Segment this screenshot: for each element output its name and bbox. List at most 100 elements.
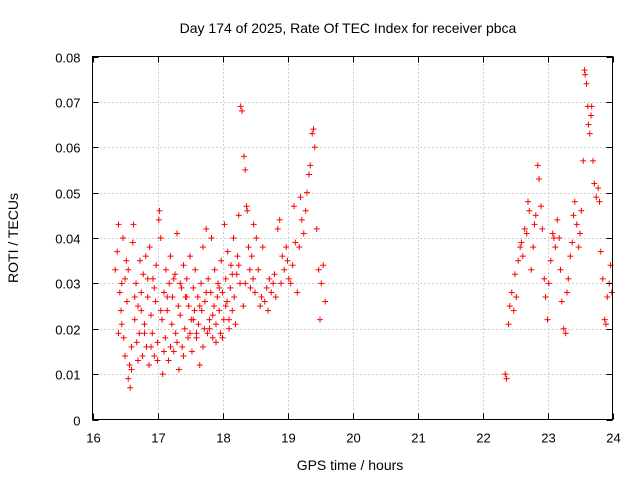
data-point <box>565 275 572 282</box>
data-point <box>322 298 329 305</box>
x-tick-label: 22 <box>476 431 490 446</box>
data-point <box>243 203 250 210</box>
data-point <box>152 298 159 305</box>
data-point <box>190 284 197 291</box>
data-point <box>284 257 291 264</box>
data-point <box>127 384 134 391</box>
data-point <box>203 289 210 296</box>
data-point <box>138 289 145 296</box>
data-point <box>224 298 231 305</box>
data-point <box>302 207 309 214</box>
data-point <box>136 257 143 264</box>
data-point <box>257 303 264 310</box>
data-point <box>518 239 525 246</box>
data-point <box>213 339 219 346</box>
data-point <box>122 352 128 359</box>
data-point <box>126 362 133 369</box>
data-point <box>211 303 218 310</box>
data-point <box>558 298 565 305</box>
data-point <box>279 253 286 260</box>
data-point <box>142 253 149 260</box>
data-point <box>156 207 163 214</box>
data-point <box>534 162 541 169</box>
data-point <box>178 284 185 291</box>
data-point <box>112 266 119 273</box>
data-point <box>235 212 242 219</box>
data-point <box>183 293 190 300</box>
data-point <box>115 221 122 228</box>
data-point <box>318 280 325 287</box>
data-point <box>320 262 327 269</box>
data-point <box>144 275 151 282</box>
data-point <box>161 289 167 296</box>
data-point <box>166 280 173 287</box>
data-point <box>242 280 249 287</box>
data-point <box>208 235 215 241</box>
data-point <box>601 316 608 323</box>
data-point <box>551 235 557 241</box>
data-point <box>519 253 526 260</box>
data-point <box>213 321 219 328</box>
data-point <box>281 266 288 273</box>
data-point <box>271 271 278 278</box>
data-point <box>222 275 229 282</box>
data-point <box>185 334 192 341</box>
data-point <box>317 316 323 323</box>
data-point <box>114 248 121 255</box>
data-point <box>285 275 292 282</box>
data-point <box>128 343 135 350</box>
data-point <box>258 293 265 300</box>
data-point <box>549 230 556 237</box>
data-point <box>298 216 305 223</box>
data-point <box>552 244 559 251</box>
data-point <box>200 343 206 350</box>
data-point <box>144 293 151 300</box>
data-point <box>129 239 136 246</box>
data-point <box>201 298 208 305</box>
data-point <box>118 280 125 287</box>
grid <box>92 56 613 420</box>
y-tick-label: 0.01 <box>55 368 80 383</box>
data-point <box>221 221 228 228</box>
data-point <box>135 303 141 310</box>
data-point <box>157 307 164 314</box>
data-point <box>502 371 509 378</box>
data-point <box>305 171 312 178</box>
data-point <box>512 271 518 278</box>
data-point <box>252 289 258 296</box>
data-point <box>140 271 147 278</box>
data-point <box>216 307 223 314</box>
data-point <box>167 343 174 350</box>
data-point <box>227 262 234 269</box>
data-point <box>214 280 221 287</box>
data-point <box>544 316 551 323</box>
x-tick-label: 17 <box>151 431 165 446</box>
data-point <box>174 230 180 237</box>
data-point <box>232 321 239 328</box>
data-point <box>131 316 138 323</box>
data-point <box>597 248 604 255</box>
data-point <box>170 348 177 355</box>
data-point <box>218 257 225 264</box>
data-point <box>175 366 182 373</box>
data-point <box>154 357 161 364</box>
data-point <box>195 321 202 328</box>
data-point <box>246 266 253 273</box>
data-point <box>125 375 132 382</box>
data-point <box>229 271 236 278</box>
data-point <box>227 284 234 291</box>
data-point <box>526 207 533 214</box>
data-point <box>154 339 161 346</box>
data-point <box>588 103 595 110</box>
data-point <box>528 266 535 273</box>
data-point <box>263 284 270 291</box>
data-point <box>595 185 602 192</box>
data-point <box>229 307 236 314</box>
data-point <box>523 230 530 237</box>
data-point <box>219 289 226 296</box>
data-point <box>217 330 224 337</box>
y-tick-label: 0.05 <box>55 187 80 202</box>
data-point <box>125 266 132 273</box>
data-point <box>211 266 218 273</box>
